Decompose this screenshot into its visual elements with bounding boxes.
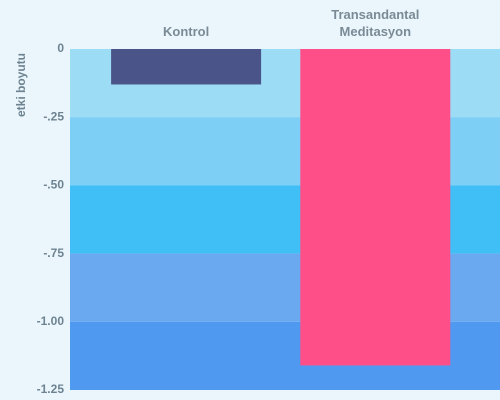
y-tick-label: -.50 <box>43 178 64 192</box>
category-label: Transandantal Meditasyon <box>331 7 420 39</box>
y-axis-title: etki boyutu <box>14 53 28 117</box>
y-tick-label: -.75 <box>43 246 64 260</box>
bar <box>111 49 262 85</box>
y-tick-label: -.25 <box>43 109 64 123</box>
y-tick-label: -1.00 <box>37 314 65 328</box>
bar <box>300 49 451 366</box>
y-tick-label: 0 <box>57 41 64 55</box>
category-label: Kontrol <box>162 24 210 39</box>
y-tick-label: -1.25 <box>37 382 65 396</box>
